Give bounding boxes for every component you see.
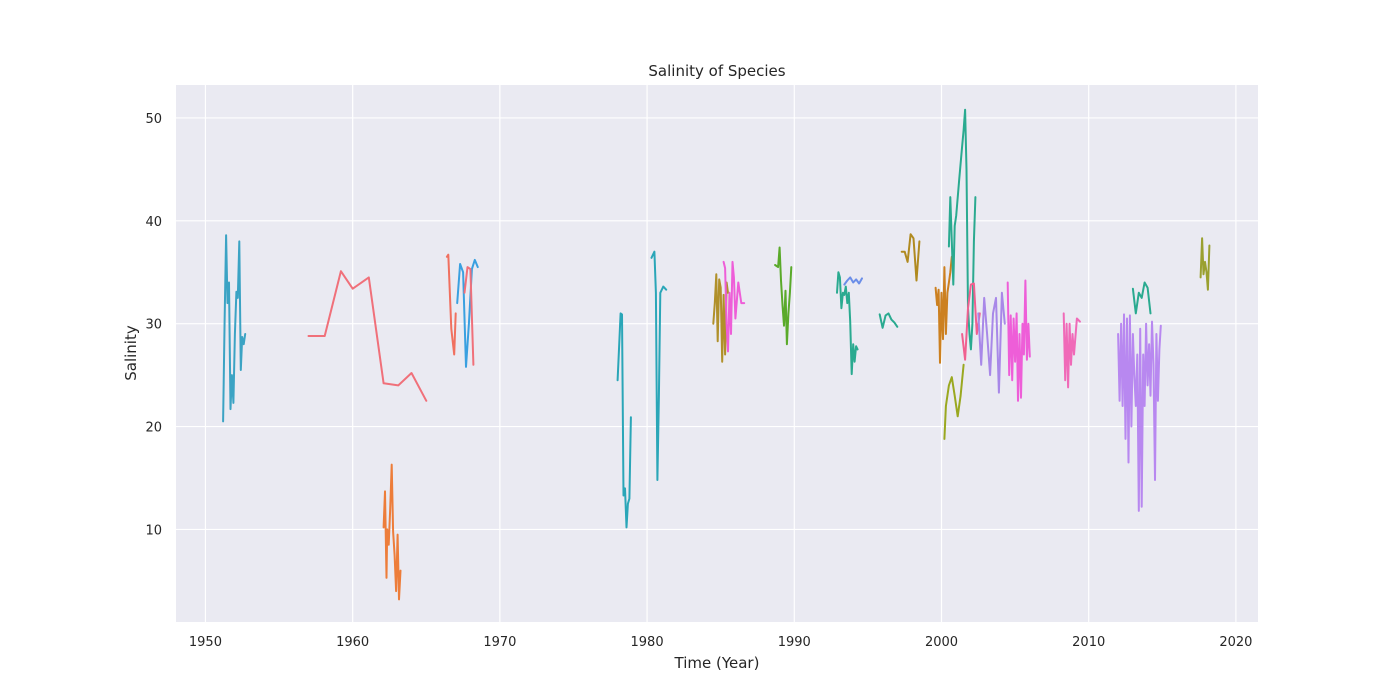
x-axis-label: Time (Year) — [674, 654, 760, 672]
series-line-8 — [650, 250, 668, 481]
x-tick-label: 1950 — [189, 635, 222, 650]
series-line-21 — [1006, 279, 1031, 402]
y-tick-label: 30 — [145, 318, 162, 333]
y-tick-labels: 10 20 30 40 50 — [145, 112, 162, 538]
y-tick-label: 10 — [145, 523, 162, 538]
series-line-13 — [843, 276, 863, 286]
y-tick-label: 20 — [145, 421, 162, 436]
x-tick-label: 2020 — [1219, 635, 1252, 650]
x-tick-label: 1960 — [336, 635, 369, 650]
series-line-6 — [463, 266, 475, 366]
series-layer — [222, 108, 1211, 601]
series-line-3 — [382, 463, 402, 601]
x-tick-labels: 1950 1960 1970 1980 1990 2000 2010 2020 — [189, 635, 1253, 650]
y-gridlines — [176, 117, 1258, 531]
series-line-1 — [222, 234, 247, 423]
series-line-23 — [1131, 281, 1152, 315]
plot-area — [176, 85, 1258, 622]
y-axis-label: Salinity — [122, 325, 140, 381]
x-tick-label: 1970 — [483, 635, 516, 650]
series-line-15 — [900, 233, 921, 282]
series-line-25 — [1199, 237, 1211, 291]
y-tick-label: 50 — [145, 112, 162, 127]
series-line-22 — [1062, 312, 1081, 389]
series-line-19 — [961, 282, 981, 361]
series-line-4 — [445, 253, 457, 356]
series-line-14 — [878, 312, 899, 329]
series-line-9 — [712, 273, 729, 363]
series-line-5 — [456, 258, 479, 368]
x-tick-label: 1980 — [631, 635, 664, 650]
series-line-24 — [1117, 313, 1162, 512]
y-tick-label: 40 — [145, 215, 162, 230]
series-line-16 — [934, 255, 953, 364]
x-gridlines — [204, 85, 1237, 622]
chart-title: Salinity of Species — [648, 62, 785, 80]
series-line-2 — [307, 270, 428, 402]
series-line-18 — [947, 108, 977, 351]
x-tick-label: 2000 — [925, 635, 958, 650]
series-line-10 — [722, 260, 746, 353]
series-line-12 — [836, 271, 859, 376]
x-tick-label: 2010 — [1072, 635, 1105, 650]
series-line-20 — [977, 291, 1006, 394]
x-tick-label: 1990 — [778, 635, 811, 650]
series-line-7 — [616, 312, 632, 529]
series-line-11 — [774, 246, 793, 346]
series-line-17 — [943, 363, 965, 440]
